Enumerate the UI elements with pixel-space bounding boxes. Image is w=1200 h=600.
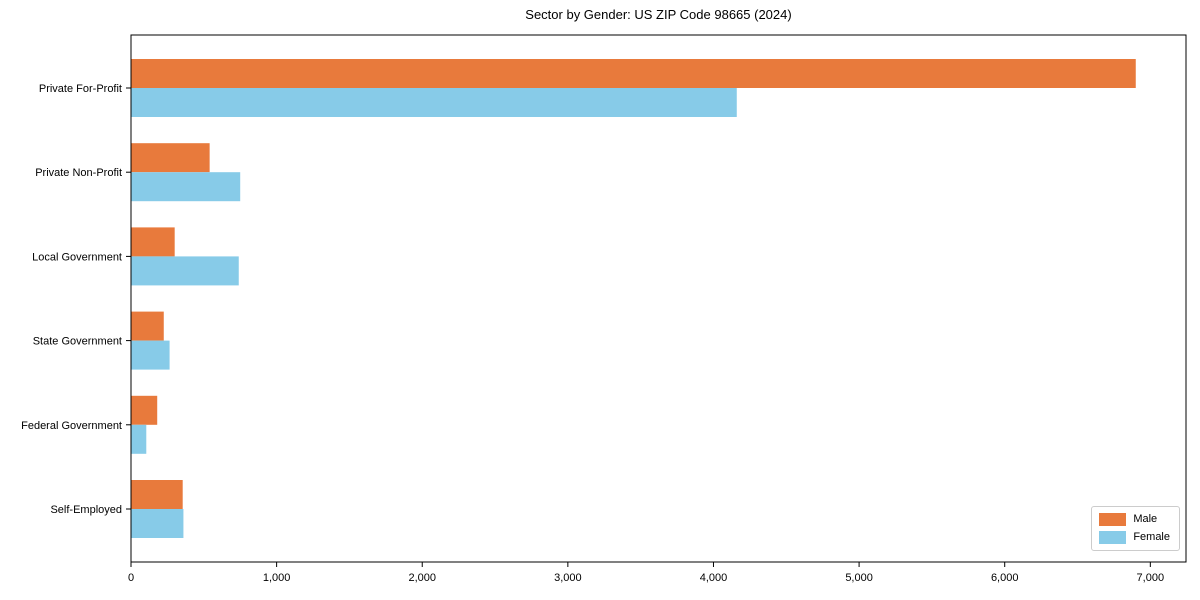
x-tick-label: 2,000 [408,572,436,584]
y-tick-label: Local Government [32,251,122,263]
x-tick-label: 7,000 [1137,572,1165,584]
legend-item-female: Female [1099,531,1170,544]
bar-male-4 [131,395,158,425]
female-color-swatch [1099,531,1127,544]
legend-label-male: Male [1133,513,1158,525]
x-tick-label: 4,000 [700,572,728,584]
chart-title: Sector by Gender: US ZIP Code 98665 (202… [525,7,792,22]
bar-male-1 [131,143,210,173]
bar-male-2 [131,227,175,257]
y-tick-label: Private For-Profit [39,83,122,95]
legend-item-male: Male [1099,513,1170,526]
plot-border [130,34,1187,563]
y-tick-label: Private Non-Profit [35,167,122,179]
bar-female-5 [131,509,184,538]
x-tick-label: 3,000 [554,572,582,584]
bar-female-4 [131,424,147,454]
bar-female-2 [131,256,239,286]
legend-label-female: Female [1133,531,1170,543]
bar-male-3 [131,311,164,341]
bar-female-1 [131,172,241,202]
male-color-swatch [1099,513,1127,526]
bar-female-3 [131,340,170,370]
bar-male-5 [131,480,183,509]
y-tick-label: Self-Employed [50,504,122,516]
bar-male-0 [131,59,1136,88]
x-tick-label: 5,000 [845,572,873,584]
y-tick-label: Federal Government [21,420,122,432]
bar-female-0 [131,88,737,117]
legend: Male Female [1091,506,1180,551]
y-tick-label: State Government [33,336,122,348]
x-tick-label: 0 [128,572,134,584]
x-tick-label: 1,000 [263,572,291,584]
x-tick-label: 6,000 [991,572,1019,584]
